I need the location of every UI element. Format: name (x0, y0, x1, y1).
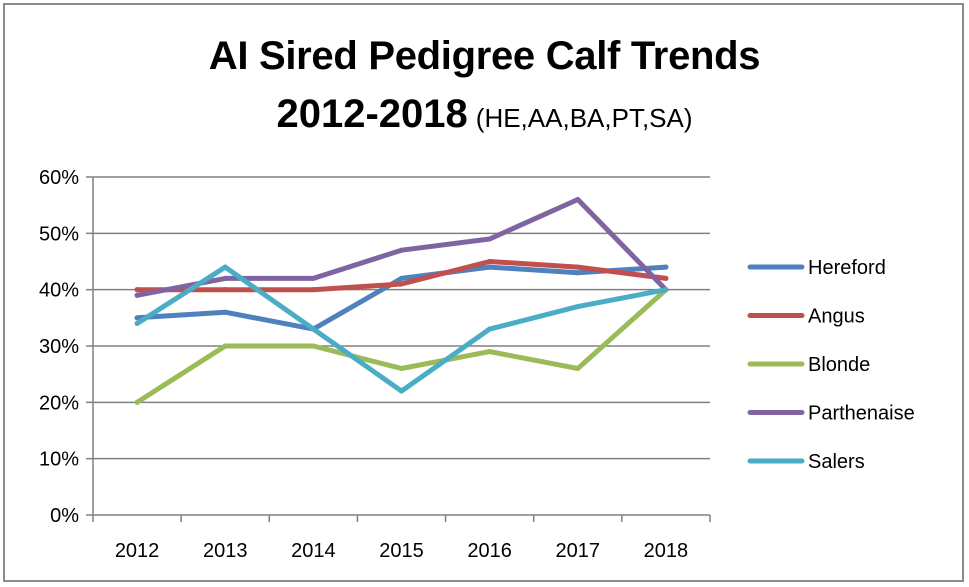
data-point-angus (310, 287, 316, 293)
data-point-angus (399, 281, 404, 287)
y-axis-tick-labels: 0% 10% 20% 30% 40% 50% 60% (39, 167, 79, 527)
x-tick-label: 2013 (203, 540, 248, 562)
x-tick-label: 2016 (467, 540, 512, 562)
data-point-blonde (310, 343, 316, 349)
legend-label-parthenaise: Parthenaise (808, 403, 915, 425)
data-point-parthenaise (575, 197, 581, 203)
chart-title-line2: 2012-2018 (HE,AA,BA,PT,SA) (0, 92, 969, 137)
y-tick-label: 60% (39, 167, 79, 189)
y-tick-label: 0% (50, 505, 79, 527)
data-point-angus (134, 287, 140, 293)
axes (86, 176, 711, 522)
legend-label-blonde: Blonde (808, 354, 870, 376)
data-point-blonde (222, 343, 228, 349)
y-tick-label: 40% (39, 280, 79, 302)
data-point-salers (487, 326, 493, 332)
data-point-salers (310, 326, 316, 332)
chart-title-suffix: (HE,AA,BA,PT,SA) (475, 103, 693, 133)
gridlines (93, 176, 710, 460)
x-tick-label: 2014 (291, 540, 336, 562)
data-point-blonde (134, 399, 140, 405)
legend: Hereford Angus Blonde Parthenaise Salers (747, 257, 915, 473)
y-tick-label: 30% (39, 336, 79, 358)
data-point-salers (575, 304, 581, 310)
chart-title-years: 2012-2018 (276, 92, 468, 136)
y-tick-label: 50% (39, 223, 79, 245)
x-tick-label: 2017 (556, 540, 601, 562)
x-axis-tick-labels: 2012 2013 2014 2015 2016 2017 2018 (115, 540, 688, 562)
data-point-hereford (222, 309, 228, 315)
data-point-angus (575, 264, 581, 270)
x-tick-label: 2018 (644, 540, 689, 562)
legend-label-hereford: Hereford (808, 257, 886, 279)
series-lines (134, 197, 669, 405)
data-point-salers (663, 287, 669, 293)
data-point-salers (399, 388, 404, 394)
legend-label-salers: Salers (808, 451, 865, 473)
data-point-hereford (575, 270, 581, 276)
data-point-salers (222, 264, 228, 270)
data-point-blonde (575, 366, 581, 372)
data-point-angus (222, 287, 228, 293)
y-tick-label: 10% (39, 449, 79, 471)
legend-label-angus: Angus (808, 306, 865, 328)
data-point-parthenaise (134, 292, 140, 298)
data-point-parthenaise (222, 275, 228, 281)
data-point-blonde (487, 349, 493, 355)
data-point-hereford (487, 264, 493, 270)
data-point-angus (663, 275, 669, 281)
data-point-hereford (399, 275, 404, 281)
data-point-angus (487, 259, 493, 264)
data-point-parthenaise (310, 275, 316, 281)
x-tick-label: 2015 (379, 540, 424, 562)
data-point-salers (134, 320, 140, 326)
y-tick-label: 20% (39, 392, 79, 414)
data-point-hereford (134, 315, 140, 321)
x-tick-label: 2012 (115, 540, 160, 562)
data-point-parthenaise (399, 247, 404, 253)
data-point-parthenaise (487, 236, 493, 242)
chart-title: AI Sired Pedigree Calf Trends (208, 34, 761, 78)
data-point-blonde (399, 366, 404, 372)
data-point-hereford (663, 264, 669, 270)
